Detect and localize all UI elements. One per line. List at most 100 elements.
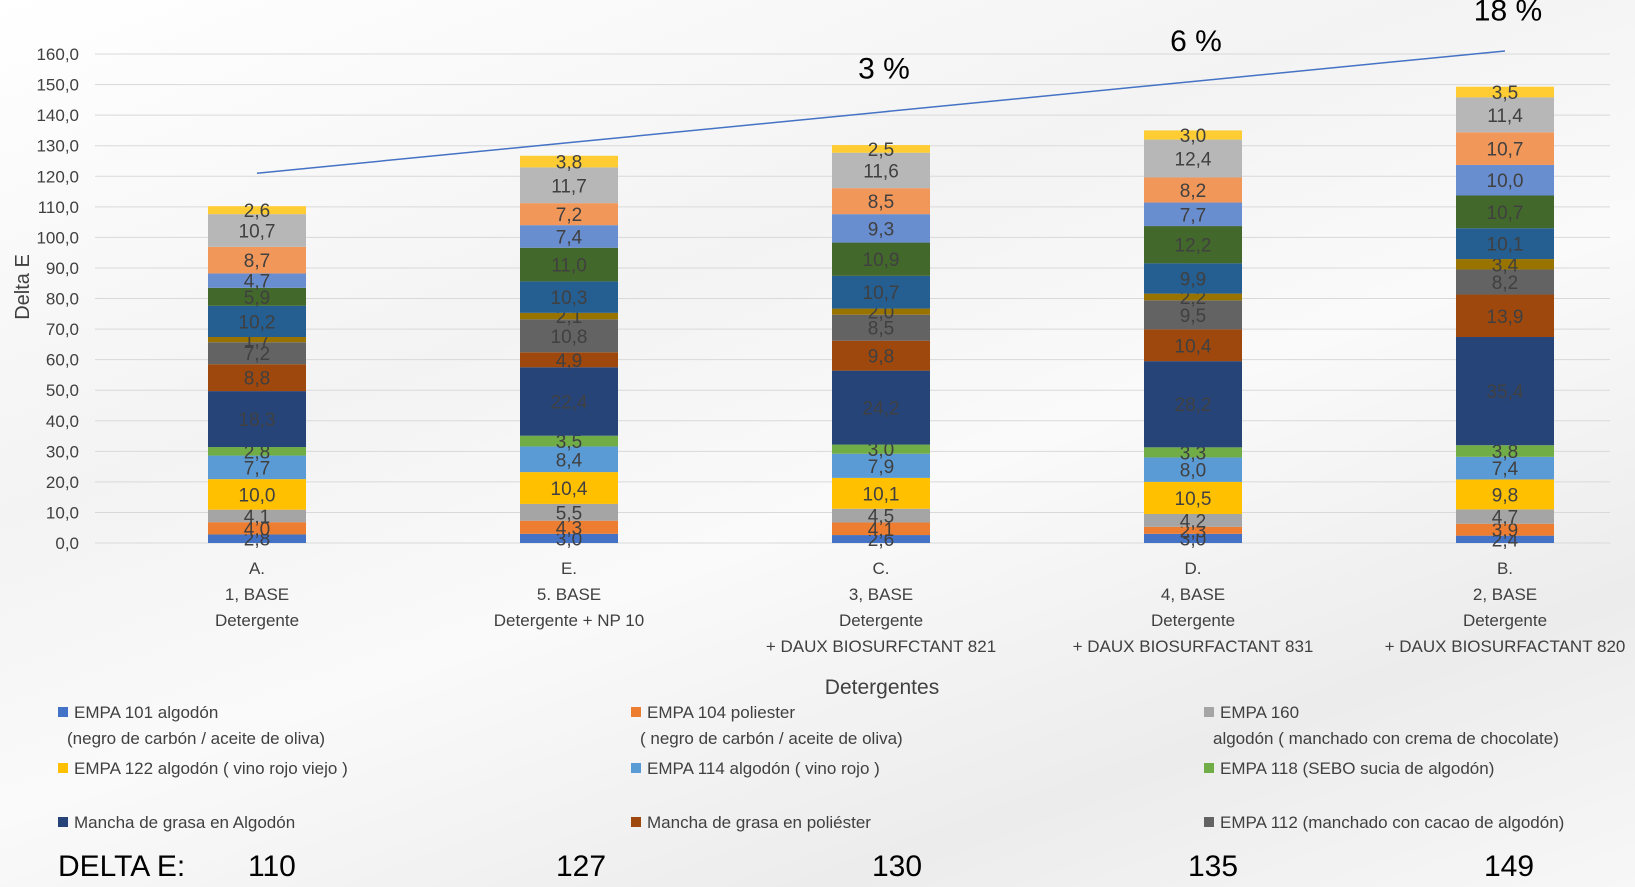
bar-segment [832,188,930,215]
legend-item: EMPA 112 (manchado con cacao de algodón) [1204,810,1564,836]
data-label: 12,2 [1175,236,1212,257]
data-label: 7,7 [1180,205,1206,226]
data-label: 10,1 [863,484,900,505]
percent-annotation: 3 % [858,52,910,85]
bar-segment [520,435,618,447]
bar-stack: 2,43,94,79,87,43,835,413,98,23,410,110,7… [1456,83,1554,551]
data-label: 2,5 [868,140,894,161]
data-label: 3,5 [1492,83,1518,104]
data-label: 8,5 [868,319,894,340]
y-tick-label: 80,0 [46,290,79,309]
bar-segment [1456,535,1554,543]
bar-segment [520,446,618,473]
data-label: 4,1 [868,520,894,541]
data-label: 4,7 [244,272,270,293]
bar-segment [520,203,618,226]
x-tick-label: + DAUX BIOSURFCTANT 821 [766,637,996,656]
bar-segment [832,508,930,523]
bar-segment [208,522,306,535]
bar-segment [1144,300,1242,330]
data-label: 9,8 [1492,485,1518,506]
bar-stack: 3,04,35,510,48,43,522,44,910,82,110,311,… [520,153,618,550]
y-tick-label: 60,0 [46,351,79,370]
x-tick-label: Detergente [1463,611,1547,630]
legend-text: EMPA 122 algodón ( vino rojo viejo ) [74,759,348,778]
bar-segment [832,444,930,454]
legend-item: EMPA 114 algodón ( vino rojo ) [631,756,880,782]
data-label: 11,7 [551,176,587,197]
bar-stack: 3,02,34,210,58,03,328,210,49,52,29,912,2… [1144,126,1242,550]
y-tick-label: 70,0 [46,320,79,339]
bar-segment [208,447,306,456]
bar-segment [1144,226,1242,264]
x-tick-label: C. [873,559,890,578]
data-label: 5,9 [244,288,270,309]
legend-swatch [1204,707,1214,717]
bar-segment [1144,177,1242,203]
bar-segment [208,287,306,306]
bar-segment [208,364,306,392]
y-tick-label: 140,0 [36,106,79,125]
bar-segment [208,337,306,343]
data-label: 8,5 [868,192,894,213]
data-label: 3,0 [1180,126,1206,147]
y-tick-label: 130,0 [36,137,79,156]
y-tick-label: 50,0 [46,381,79,400]
bar-segment [208,342,306,365]
stacked-bar-chart: 0,0 10,0 20,0 30,0 40,0 50,0 60,0 70,0 80,0 90,0 1… [12,0,1625,699]
legend-text-line2: algodón ( manchado con crema de chocolat… [1213,729,1559,748]
bar-segment [520,319,618,353]
x-tick-label: 2, BASE [1473,585,1537,604]
legend-text: EMPA 118 (SEBO sucia de algodón) [1220,759,1495,778]
bar-segment [1456,337,1554,446]
bar-segment [1456,294,1554,338]
data-label: 7,2 [244,344,270,365]
bar-segment [520,312,618,320]
data-label: 3,8 [556,153,582,174]
data-label: 7,7 [244,458,270,479]
bar-segment [208,273,306,288]
bar-segment [208,391,306,448]
data-label: 8,2 [1180,181,1206,202]
data-label: 7,9 [868,457,894,478]
legend-swatch [631,817,641,827]
data-label: 10,8 [551,327,588,348]
bar-segment [1144,457,1242,482]
bar-segment [1144,526,1242,534]
data-label: 10,5 [1175,489,1212,510]
x-tick-label: B. [1497,559,1513,578]
legend-swatch [631,707,641,717]
bar-segment [1144,329,1242,362]
bar-segment [520,155,618,168]
legend-item: Mancha de grasa en Algodón [58,810,295,836]
data-label: 4,9 [556,351,582,372]
bar-segment [1144,513,1242,527]
data-label: 11,0 [551,256,587,277]
data-label: 22,4 [551,392,588,413]
legend-item: EMPA 101 algodón (negro de carbón / aceit… [58,700,325,752]
x-tick-label: Detergente [839,611,923,630]
y-axis-label: Delta E [12,254,34,320]
legend-text: Mancha de grasa en poliéster [647,813,871,832]
data-label: 9,5 [1180,306,1206,327]
bar-segment [208,214,306,247]
data-label: 3,5 [556,432,582,453]
y-tick-label: 150,0 [36,76,79,95]
data-label: 35,4 [1487,382,1524,403]
bar-segment [1456,195,1554,229]
delta-e-total: 135 [1188,850,1239,883]
legend-text: Mancha de grasa en Algodón [74,813,296,832]
y-tick-label: 100,0 [36,228,79,247]
x-tick-label: 3, BASE [849,585,913,604]
bar-segment [1456,523,1554,536]
bar-segment [520,247,618,282]
data-label: 9,3 [868,219,894,240]
y-tick-label: 90,0 [46,259,79,278]
bar-segment [1456,164,1554,196]
bar-segment [208,206,306,215]
data-label: 10,7 [1487,203,1524,224]
data-label: 8,4 [556,450,583,471]
bar-segment [1456,479,1554,510]
bar-segment [832,145,930,153]
bar-segment [208,246,306,274]
